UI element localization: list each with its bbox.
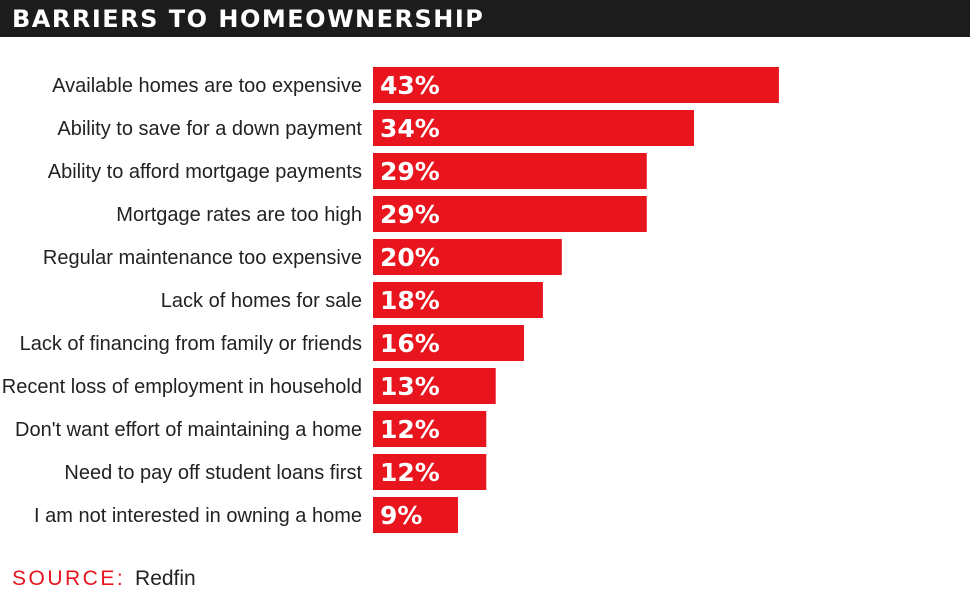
category-label: Ability to afford mortgage payments bbox=[48, 161, 362, 183]
bar bbox=[373, 196, 647, 232]
category-label: Lack of homes for sale bbox=[161, 290, 362, 312]
bar bbox=[373, 368, 496, 404]
category-label: Mortgage rates are too high bbox=[116, 204, 362, 226]
category-label: Regular maintenance too expensive bbox=[43, 247, 362, 269]
value-label: 12% bbox=[380, 415, 440, 444]
category-label: Lack of financing from family or friends bbox=[20, 333, 362, 355]
category-label: Recent loss of employment in household bbox=[2, 376, 362, 398]
value-label: 43% bbox=[380, 71, 440, 100]
value-label: 13% bbox=[380, 372, 440, 401]
title-bar: BARRIERS TO HOMEOWNERSHIP bbox=[0, 0, 970, 37]
value-label: 20% bbox=[380, 243, 440, 272]
bar bbox=[373, 497, 458, 533]
value-label: 9% bbox=[380, 501, 422, 530]
value-label: 34% bbox=[380, 114, 440, 143]
bar bbox=[373, 239, 562, 275]
source-value: Redfin bbox=[135, 567, 196, 590]
bar bbox=[373, 110, 694, 146]
category-label: I am not interested in owning a home bbox=[34, 505, 362, 527]
category-label: Available homes are too expensive bbox=[52, 75, 362, 97]
value-label: 29% bbox=[380, 157, 440, 186]
chart-title: BARRIERS TO HOMEOWNERSHIP bbox=[12, 5, 485, 33]
category-label: Need to pay off student loans first bbox=[64, 462, 362, 484]
category-label: Don't want effort of maintaining a home bbox=[15, 419, 362, 441]
bar bbox=[373, 282, 543, 318]
value-label: 12% bbox=[380, 458, 440, 487]
value-label: 29% bbox=[380, 200, 440, 229]
source-label: SOURCE: bbox=[12, 567, 126, 590]
bar bbox=[373, 454, 487, 490]
bar bbox=[373, 67, 779, 103]
value-label: 16% bbox=[380, 329, 440, 358]
bar bbox=[373, 153, 647, 189]
bar bbox=[373, 411, 487, 447]
source-note: SOURCE: Redfin bbox=[12, 566, 196, 592]
bar bbox=[373, 325, 525, 361]
category-label: Ability to save for a down payment bbox=[57, 118, 362, 140]
value-label: 18% bbox=[380, 286, 440, 315]
